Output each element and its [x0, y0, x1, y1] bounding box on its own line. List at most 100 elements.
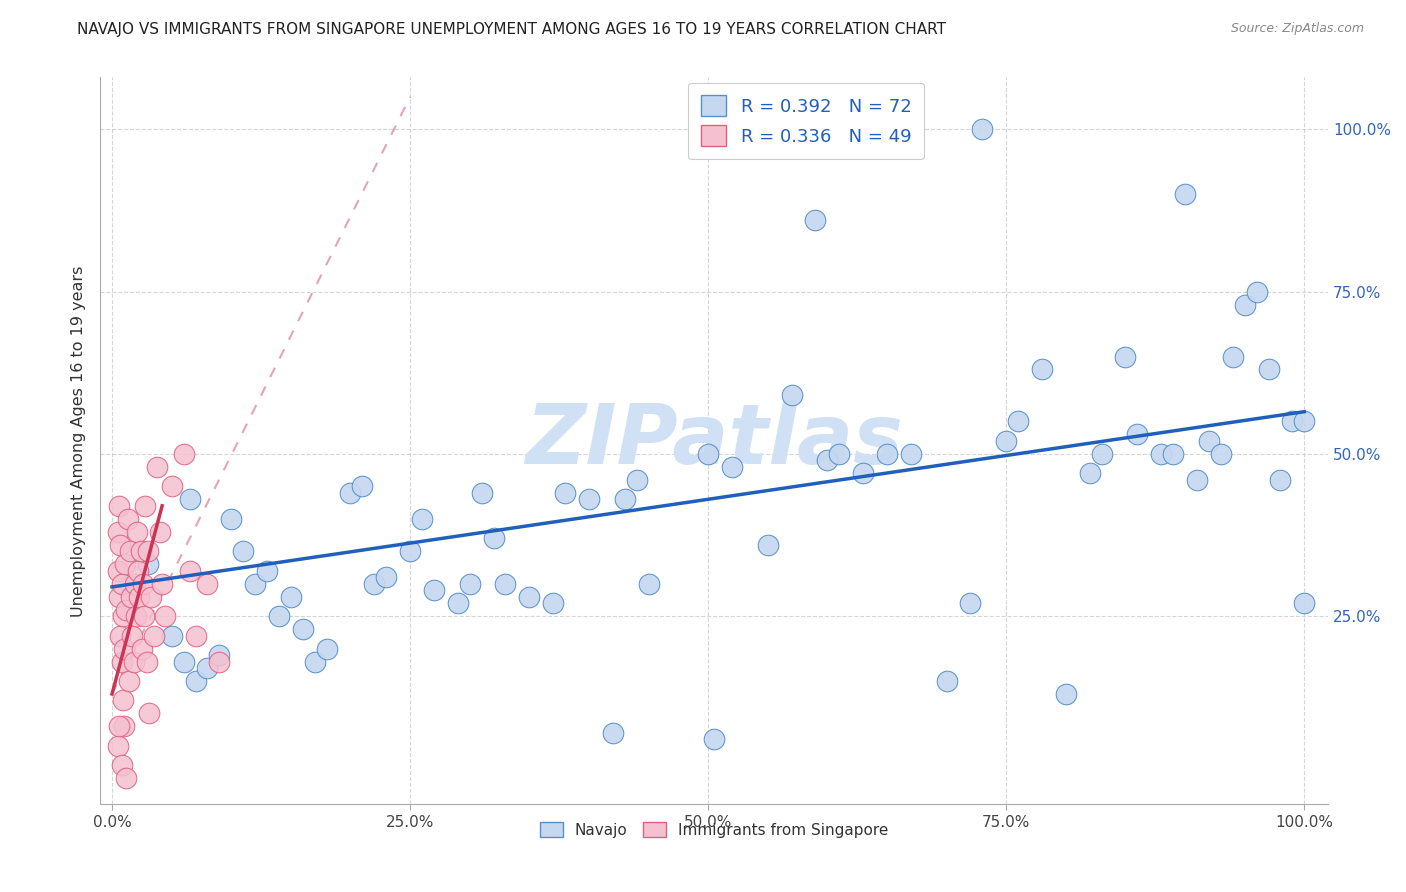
- Point: [160, 629, 183, 643]
- Point: [267, 609, 290, 624]
- Point: [134, 499, 156, 513]
- Point: [135, 655, 157, 669]
- Text: NAVAJO VS IMMIGRANTS FROM SINGAPORE UNEMPLOYMENT AMONG AGES 16 TO 19 YEARS CORRE: NAVAJO VS IMMIGRANTS FROM SINGAPORE UNEM…: [77, 22, 946, 37]
- Point: [1054, 687, 1077, 701]
- Point: [447, 596, 470, 610]
- Point: [120, 590, 142, 604]
- Point: [482, 531, 505, 545]
- Point: [114, 557, 136, 571]
- Point: [108, 719, 131, 733]
- Point: [112, 641, 135, 656]
- Point: [1233, 297, 1256, 311]
- Point: [852, 467, 875, 481]
- Point: [173, 655, 195, 669]
- Point: [1174, 187, 1197, 202]
- Point: [121, 629, 143, 643]
- Point: [118, 544, 141, 558]
- Point: [129, 544, 152, 558]
- Point: [780, 388, 803, 402]
- Point: [1091, 447, 1114, 461]
- Point: [122, 655, 145, 669]
- Point: [208, 648, 231, 662]
- Point: [1198, 434, 1220, 448]
- Point: [1257, 362, 1279, 376]
- Point: [117, 512, 139, 526]
- Point: [111, 693, 134, 707]
- Point: [208, 655, 231, 669]
- Point: [112, 719, 135, 733]
- Point: [179, 564, 201, 578]
- Point: [107, 564, 129, 578]
- Point: [127, 564, 149, 578]
- Point: [160, 479, 183, 493]
- Legend: Navajo, Immigrants from Singapore: Navajo, Immigrants from Singapore: [534, 815, 894, 844]
- Point: [128, 590, 150, 604]
- Point: [232, 544, 254, 558]
- Point: [136, 557, 159, 571]
- Point: [900, 447, 922, 461]
- Point: [149, 524, 172, 539]
- Point: [153, 609, 176, 624]
- Point: [108, 590, 131, 604]
- Point: [127, 524, 149, 539]
- Point: [756, 538, 779, 552]
- Point: [815, 453, 838, 467]
- Point: [1209, 447, 1232, 461]
- Point: [375, 570, 398, 584]
- Point: [804, 213, 827, 227]
- Text: Source: ZipAtlas.com: Source: ZipAtlas.com: [1230, 22, 1364, 36]
- Point: [110, 576, 132, 591]
- Point: [517, 590, 540, 604]
- Point: [613, 492, 636, 507]
- Point: [959, 596, 981, 610]
- Point: [1007, 414, 1029, 428]
- Point: [541, 596, 564, 610]
- Point: [173, 447, 195, 461]
- Point: [626, 473, 648, 487]
- Point: [495, 576, 517, 591]
- Point: [111, 609, 134, 624]
- Point: [315, 641, 337, 656]
- Point: [339, 485, 361, 500]
- Point: [134, 609, 156, 624]
- Point: [110, 758, 132, 772]
- Point: [141, 590, 163, 604]
- Point: [138, 706, 160, 721]
- Point: [1126, 427, 1149, 442]
- Point: [411, 512, 433, 526]
- Point: [197, 576, 219, 591]
- Point: [115, 772, 138, 786]
- Point: [107, 739, 129, 753]
- Point: [184, 629, 207, 643]
- Point: [1246, 285, 1268, 299]
- Point: [115, 602, 138, 616]
- Point: [110, 629, 132, 643]
- Point: [124, 576, 146, 591]
- Point: [243, 576, 266, 591]
- Point: [399, 544, 422, 558]
- Point: [1185, 473, 1208, 487]
- Point: [1294, 596, 1316, 610]
- Point: [828, 447, 851, 461]
- Point: [471, 485, 494, 500]
- Point: [703, 732, 725, 747]
- Point: [721, 459, 744, 474]
- Point: [1270, 473, 1292, 487]
- Point: [142, 629, 165, 643]
- Point: [1222, 350, 1244, 364]
- Point: [131, 641, 153, 656]
- Point: [363, 576, 385, 591]
- Y-axis label: Unemployment Among Ages 16 to 19 years: Unemployment Among Ages 16 to 19 years: [72, 265, 86, 616]
- Point: [876, 447, 898, 461]
- Point: [972, 122, 994, 136]
- Point: [1294, 414, 1316, 428]
- Point: [423, 583, 446, 598]
- Point: [150, 576, 173, 591]
- Point: [995, 434, 1018, 448]
- Point: [1161, 447, 1184, 461]
- Point: [197, 661, 219, 675]
- Point: [602, 726, 624, 740]
- Point: [110, 655, 132, 669]
- Point: [554, 485, 576, 500]
- Point: [280, 590, 302, 604]
